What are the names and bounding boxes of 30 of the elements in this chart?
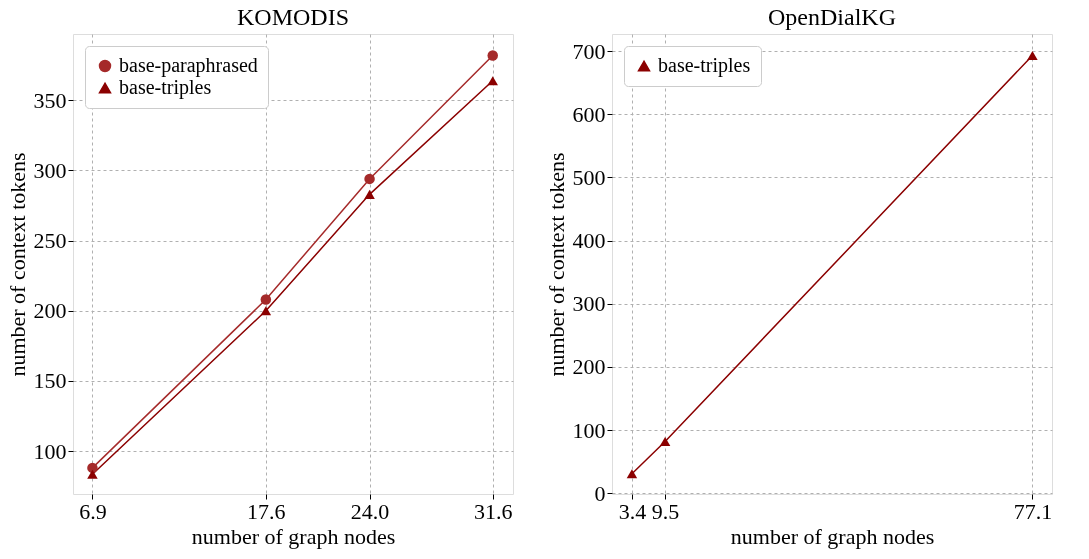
y-tick-label: 500: [572, 164, 606, 190]
legend-label: base-triples: [658, 54, 751, 77]
legend-label: base-triples: [119, 76, 212, 99]
chart-title: OpenDialKG: [768, 4, 896, 30]
x-tick-label: 17.6: [247, 498, 286, 524]
x-tick-label: 6.9: [79, 498, 107, 524]
legend-label: base-paraphrased: [119, 54, 258, 77]
x-axis-title: number of graph nodes: [191, 523, 396, 549]
y-tick-label: 200: [572, 354, 606, 380]
y-tick-label: 100: [33, 438, 67, 464]
y-tick-label: 0: [594, 480, 606, 506]
x-tick-label: 24.0: [350, 498, 390, 524]
y-tick-label: 150: [33, 368, 67, 394]
x-tick-label: 9.5: [651, 498, 680, 524]
y-tick-label: 300: [572, 291, 606, 317]
x-tick-label: 31.6: [473, 498, 513, 524]
y-tick-label: 300: [33, 158, 67, 183]
chart-title: KOMODIS: [236, 4, 350, 30]
y-axis-title: number of context tokens: [4, 152, 30, 377]
y-tick-label: 350: [33, 87, 67, 113]
y-tick-label: 600: [572, 101, 606, 127]
y-tick-label: 250: [33, 228, 67, 254]
y-tick-label: 200: [33, 298, 67, 324]
y-tick-label: 400: [572, 228, 606, 254]
y-tick-label: 100: [572, 417, 606, 443]
x-axis-title: number of graph nodes: [730, 523, 935, 549]
y-tick-label: 700: [572, 38, 606, 64]
x-tick-label: 3.4: [618, 498, 647, 524]
y-axis-title: number of context tokens: [543, 152, 569, 377]
x-tick-label: 77.1: [1013, 498, 1053, 524]
